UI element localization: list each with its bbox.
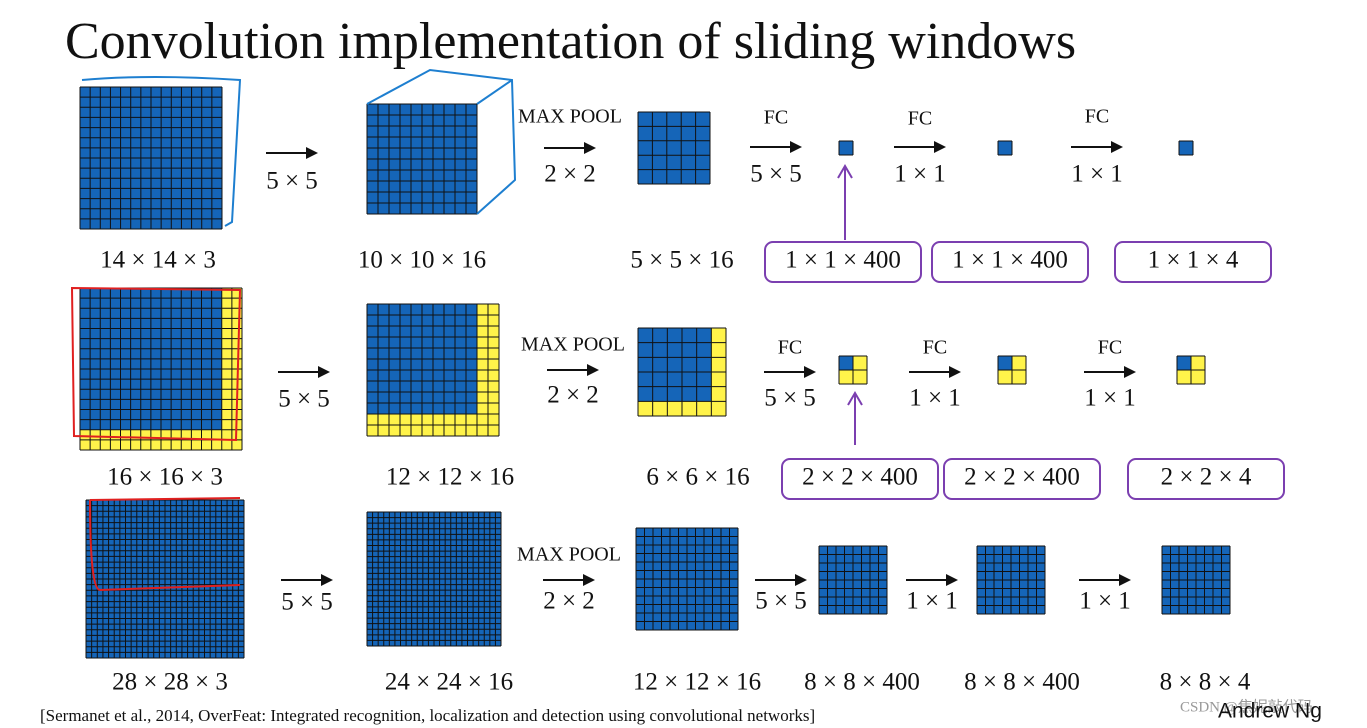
annotation-box [764, 241, 922, 283]
arrow-head [587, 364, 599, 376]
volume-block-region [998, 356, 1012, 370]
volume-label: 8 × 8 × 400 [964, 669, 1080, 696]
op-size: 1 × 1 [906, 588, 958, 615]
volume-label: 8 × 8 × 4 [1160, 669, 1251, 696]
watermark: CSDN @焦妮敲代码 [1180, 698, 1313, 715]
annotation-stroke [89, 497, 241, 592]
op-name: FC [908, 108, 932, 130]
annotation-stroke [81, 76, 242, 227]
op-name: FC [1085, 106, 1109, 128]
arrow-head [795, 574, 807, 586]
op-size: 2 × 2 [543, 588, 595, 615]
volume-label: 6 × 6 × 16 [646, 464, 749, 491]
citation: [Sermanet et al., 2014, OverFeat: Integr… [40, 706, 815, 725]
volume-label: 2 × 2 × 4 [1161, 464, 1252, 491]
volume-label: 12 × 12 × 16 [386, 464, 514, 491]
op-name: FC [764, 107, 788, 129]
arrow-head [949, 366, 961, 378]
op-name: MAX POOL [518, 106, 622, 128]
op-size: 1 × 1 [909, 385, 961, 412]
op-size: 5 × 5 [755, 588, 807, 615]
op-size: 5 × 5 [750, 161, 802, 188]
annotation-stroke [366, 68, 517, 215]
op-size: 1 × 1 [1079, 588, 1131, 615]
volume-label: 10 × 10 × 16 [358, 247, 486, 274]
arrow-head [804, 366, 816, 378]
volume-label: 24 × 24 × 16 [385, 669, 513, 696]
volume-label: 1 × 1 × 400 [952, 247, 1068, 274]
volume-label: 16 × 16 × 3 [107, 464, 223, 491]
volume-block [839, 141, 853, 155]
volume-label: 8 × 8 × 400 [804, 669, 920, 696]
annotation-stroke [847, 391, 863, 445]
arrow-head [934, 141, 946, 153]
volume-label: 1 × 1 × 4 [1148, 247, 1239, 274]
volume-label: 12 × 12 × 16 [633, 669, 761, 696]
op-size: 5 × 5 [266, 168, 318, 195]
volume-block [998, 141, 1012, 155]
arrow-head [318, 366, 330, 378]
volume-label: 14 × 14 × 3 [100, 247, 216, 274]
slide-title: Convolution implementation of sliding wi… [65, 13, 1076, 70]
arrow-head [790, 141, 802, 153]
volume-block-region [638, 328, 712, 402]
op-size: 1 × 1 [894, 161, 946, 188]
annotation-box [1127, 458, 1285, 500]
annotation-box [931, 241, 1089, 283]
volume-label: 28 × 28 × 3 [112, 669, 228, 696]
volume-block [638, 112, 710, 184]
op-size: 5 × 5 [278, 386, 330, 413]
volume-label: 2 × 2 × 400 [964, 464, 1080, 491]
volume-label: 1 × 1 × 400 [785, 247, 901, 274]
op-size: 5 × 5 [764, 385, 816, 412]
arrow-head [584, 142, 596, 154]
op-size: 2 × 2 [544, 161, 596, 188]
arrow-head [946, 574, 958, 586]
arrow-head [1119, 574, 1131, 586]
arrow-head [321, 574, 333, 586]
op-name: MAX POOL [521, 334, 625, 356]
op-size: 5 × 5 [281, 589, 333, 616]
op-size: 2 × 2 [547, 382, 599, 409]
arrow-head [583, 574, 595, 586]
annotation-box [781, 458, 939, 500]
volume-block [1179, 141, 1193, 155]
op-name: FC [1098, 337, 1122, 359]
op-name: MAX POOL [517, 544, 621, 566]
volume-label: 5 × 5 × 16 [630, 247, 733, 274]
volume-block-region [1177, 356, 1191, 370]
volume-block-region [839, 356, 853, 370]
annotation-box [943, 458, 1101, 500]
op-size: 1 × 1 [1084, 385, 1136, 412]
arrow-head [1111, 141, 1123, 153]
volume-label: 2 × 2 × 400 [802, 464, 918, 491]
op-name: FC [923, 337, 947, 359]
annotation-stroke [70, 286, 242, 442]
op-name: FC [778, 337, 802, 359]
author: Andrew Ng [1218, 700, 1322, 723]
arrow-head [1124, 366, 1136, 378]
annotation-box [1114, 241, 1272, 283]
arrow-head [306, 147, 318, 159]
annotation-stroke [837, 164, 853, 240]
op-size: 1 × 1 [1071, 161, 1123, 188]
